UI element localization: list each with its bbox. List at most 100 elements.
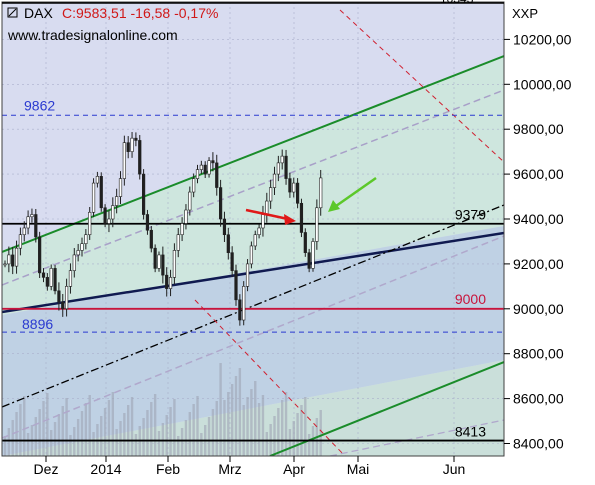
volume-bar <box>234 376 238 456</box>
candle-body <box>280 155 284 164</box>
volume-bar <box>134 434 138 456</box>
volume-bar <box>76 419 80 456</box>
y-tick-label: 9400,00 <box>513 211 564 227</box>
volume-bar <box>15 412 18 456</box>
volume-bar <box>38 409 41 456</box>
volume-bar <box>180 428 184 456</box>
candle-body <box>57 290 61 303</box>
volume-bar <box>153 394 157 456</box>
x-axis: Dez 2014 Feb Mrz Apr Mai Jun <box>34 456 465 477</box>
candle-body <box>142 173 146 215</box>
volume-bar <box>65 398 68 456</box>
quote-label: C:9583,51 -16,58 -0,17% <box>62 5 218 21</box>
y-axis: 10200,00 10000,00 9800,00 9600,00 9400,00 920… <box>504 31 572 452</box>
x-tick-label: Mrz <box>218 461 241 477</box>
volume-bar <box>319 410 322 456</box>
y-tick-label: 8400,00 <box>513 436 564 452</box>
volume-bar <box>250 389 253 456</box>
y-tick-label: 10200,00 <box>513 31 572 47</box>
volume-bar <box>273 416 276 456</box>
volume-bar <box>242 405 245 456</box>
volume-bar <box>173 399 176 456</box>
candle-body <box>65 286 69 310</box>
candle-body <box>176 234 180 251</box>
volume-bar <box>165 415 168 456</box>
dax-marker-stroke <box>8 8 17 17</box>
candle-body <box>153 247 157 269</box>
candle-body <box>299 202 304 233</box>
upper-mid-dashed-line <box>2 89 504 286</box>
candle-body <box>157 254 161 269</box>
red-dashed-diagonal-upper <box>339 9 504 163</box>
candle-body <box>168 277 173 289</box>
level-label-9000: 9000 <box>455 291 486 307</box>
candle-body <box>284 155 288 179</box>
candle-body <box>203 164 207 175</box>
volume-bar <box>219 363 222 456</box>
volume-bar <box>188 412 191 456</box>
volume-bar <box>230 384 234 456</box>
volume-bar <box>42 401 45 456</box>
candle-body <box>207 160 211 175</box>
candle-body <box>115 196 119 206</box>
y-tick-label: 9800,00 <box>513 121 564 137</box>
y-tick-label: 9000,00 <box>513 301 564 317</box>
candle-body <box>88 211 92 236</box>
candle-body <box>311 241 315 269</box>
y-tick-label: 10000,00 <box>513 76 572 92</box>
candle-body <box>26 216 30 229</box>
plot-frame <box>1 1 505 457</box>
upper-trendline <box>2 55 504 253</box>
volume-bar <box>227 392 230 456</box>
candle-body <box>295 182 300 204</box>
candle-body <box>222 218 227 236</box>
volume-bar <box>92 432 95 456</box>
candle-body <box>292 182 296 193</box>
x-tick-label: Mai <box>347 461 370 477</box>
volume-bar <box>177 436 180 456</box>
x-tick-label: Apr <box>283 461 305 477</box>
candle-body <box>122 142 126 179</box>
upper-channel-fill <box>2 56 504 315</box>
candle-body <box>180 223 184 236</box>
volume-bar <box>34 417 37 456</box>
candle-body <box>68 270 73 287</box>
candle-body <box>219 187 223 220</box>
candle-body <box>161 254 165 276</box>
candle-body <box>245 263 250 287</box>
volume-bar <box>284 392 288 456</box>
candle-body <box>272 173 277 188</box>
volume-bar <box>61 406 64 456</box>
volume-bar <box>288 429 292 456</box>
top-cut-label: 10343 <box>440 0 474 6</box>
candle-body <box>319 177 323 209</box>
volume-bar <box>130 397 134 456</box>
candle-body <box>53 268 57 292</box>
volume-bar <box>246 397 249 456</box>
dax-marker <box>7 7 18 18</box>
website-label: www.tradesignalonline.com <box>7 27 178 43</box>
candle-body <box>253 234 257 247</box>
candle-body <box>265 200 269 215</box>
volume-bar <box>46 393 49 456</box>
volume-bar <box>127 405 130 456</box>
y-tick-label: 9200,00 <box>513 256 564 272</box>
candle-body <box>195 169 200 179</box>
level-label-8896: 8896 <box>22 316 53 332</box>
candle-body <box>34 214 38 238</box>
candle-body <box>107 218 111 224</box>
candle-body <box>95 176 99 184</box>
candle-body <box>242 286 246 321</box>
x-tick-label: Feb <box>156 461 180 477</box>
volume-bar <box>88 395 91 456</box>
candle-body <box>84 234 88 244</box>
volume-bar <box>157 431 161 456</box>
volume-bar <box>19 404 22 456</box>
candle-body <box>234 270 238 301</box>
candle-body <box>307 252 311 269</box>
y-tick-label: 8800,00 <box>513 346 564 362</box>
volume-bar <box>23 396 26 456</box>
candle-body <box>134 137 138 141</box>
support-trendline <box>2 231 504 314</box>
